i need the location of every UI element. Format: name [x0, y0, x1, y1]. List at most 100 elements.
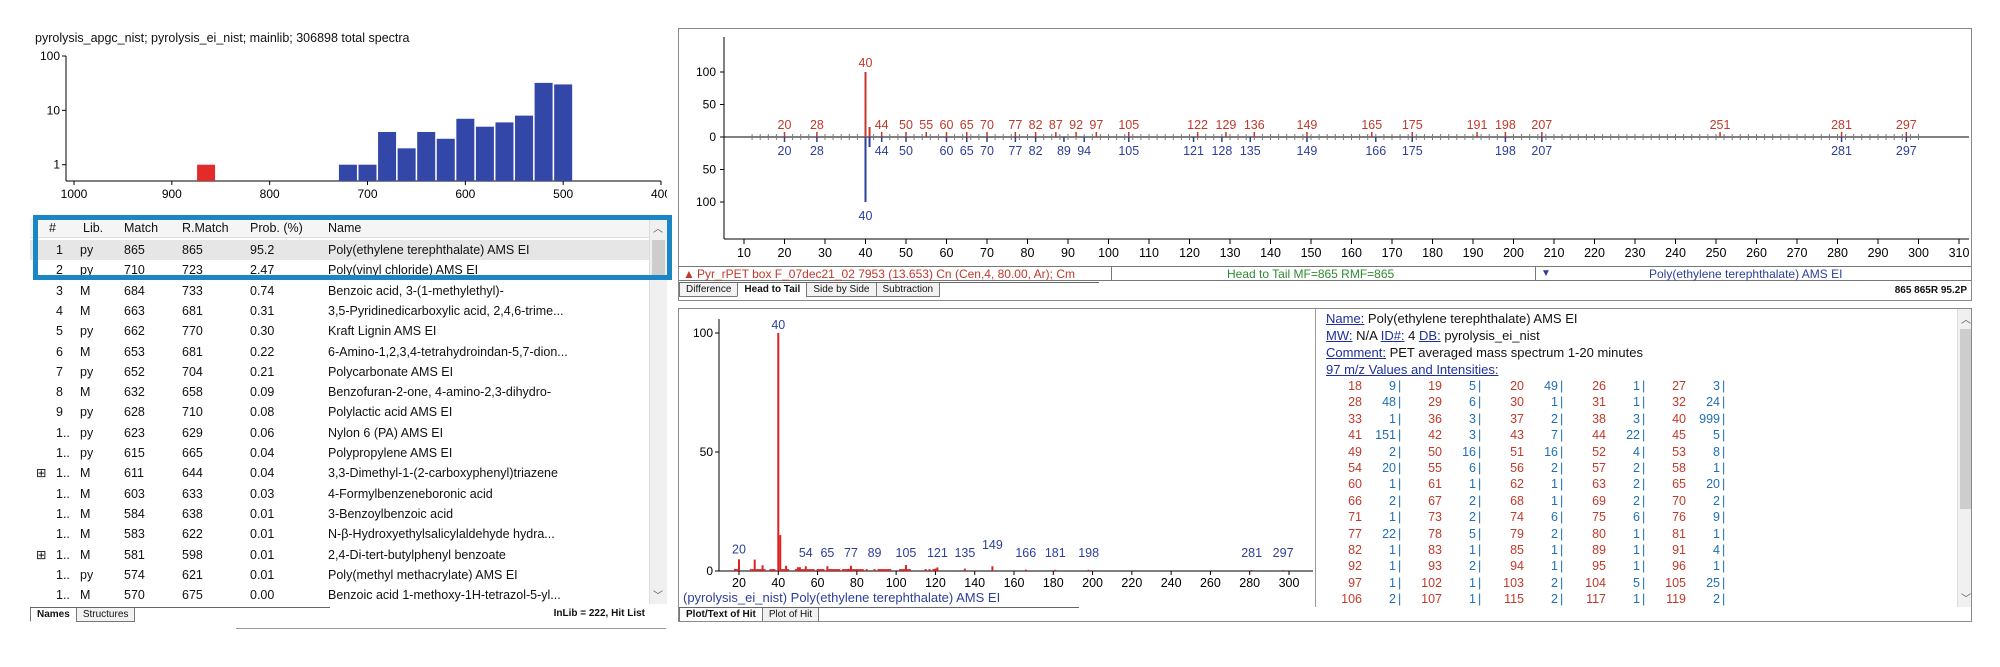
- intensity-value: 1: [1551, 477, 1558, 492]
- name-label: Name:: [1326, 311, 1365, 326]
- mz-value: 78: [1428, 526, 1442, 541]
- h2t-x-tick: 80: [1021, 246, 1035, 260]
- mz-value: 102: [1421, 575, 1442, 590]
- hit-list-scrollbar[interactable]: ︿ ﹀: [649, 218, 667, 604]
- hit-number: 1..: [56, 506, 70, 521]
- mz-value: 60: [1348, 477, 1362, 492]
- hit-probability: 0.04: [250, 466, 275, 481]
- hit-x-tick: 120: [925, 576, 946, 590]
- hit-library: M: [80, 527, 91, 542]
- hit-row[interactable]: 6 M 653 681 0.22 6-Amino-1,2,3,4-tetrahydroin…: [30, 342, 649, 362]
- hit-rmatch: 770: [182, 324, 203, 339]
- hit-row[interactable]: 9 py 628 710 0.08 Polylactic acid AMS EI: [30, 402, 649, 422]
- comment-label: Comment:: [1326, 345, 1386, 360]
- header-prob[interactable]: Prob. (%): [250, 221, 303, 235]
- tab-plot-text-of-hit[interactable]: Plot/Text of Hit: [679, 608, 763, 621]
- hit-row[interactable]: ⊞ 1.. M 611 644 0.04 3,3-Dimethyl-1-(2-carboxy…: [30, 463, 649, 483]
- tab-side-by-side[interactable]: Side by Side: [806, 283, 877, 297]
- intensity-value: 1: [1551, 493, 1558, 508]
- scroll-up-icon[interactable]: ︿: [1961, 315, 1971, 326]
- mz-value: 54: [1348, 461, 1362, 475]
- hit-probability: 0.22: [250, 344, 275, 359]
- hit-row[interactable]: 1.. py 615 665 0.04 Polypropylene AMS EI: [30, 443, 649, 463]
- column-separator: |: [1398, 477, 1402, 492]
- hit-row[interactable]: 8 M 632 658 0.09 Benzofuran-2-one, 4-amino-2,…: [30, 382, 649, 402]
- details-scrollbar[interactable]: ︿ ﹀: [1957, 309, 1971, 607]
- hit-row[interactable]: 1 py 865 865 95.2 Poly(ethylene terephthalate…: [30, 240, 649, 261]
- tab-names[interactable]: Names: [30, 608, 77, 622]
- column-separator: |: [1722, 493, 1726, 508]
- intensity-value: 6: [1633, 510, 1640, 525]
- hit-match: 583: [124, 527, 145, 542]
- hit-probability: 0.01: [250, 547, 275, 562]
- tab-plot-of-hit[interactable]: Plot of Hit: [761, 608, 820, 621]
- hit-name: Poly(ethylene terephthalate) AMS EI: [328, 243, 530, 257]
- scroll-down-icon[interactable]: ﹀: [653, 591, 663, 602]
- library-peak-label: 198: [1495, 144, 1516, 158]
- scroll-thumb[interactable]: [1960, 329, 1971, 509]
- hit-library: py: [80, 243, 94, 257]
- tab-head-to-tail[interactable]: Head to Tail: [737, 283, 808, 297]
- hit-match: 615: [124, 446, 145, 460]
- query-peak-label: 55: [919, 118, 933, 132]
- column-separator: |: [1560, 559, 1564, 574]
- hit-rmatch: 633: [182, 486, 203, 501]
- hit-row[interactable]: 2 py 710 723 2.47 Poly(vinyl chloride) AMS EI: [30, 260, 649, 280]
- hit-rmatch: 658: [182, 385, 203, 400]
- hit-row[interactable]: 1.. py 623 629 0.06 Nylon 6 (PA) AMS EI: [30, 423, 649, 443]
- hit-library: py: [80, 364, 94, 379]
- tab-difference[interactable]: Difference: [679, 283, 739, 297]
- column-separator: |: [1642, 592, 1646, 607]
- h2t-y-tick: 0: [709, 130, 716, 144]
- mz-value: 50: [1428, 444, 1442, 459]
- library-triangle-icon[interactable]: ▼: [1541, 268, 1551, 279]
- hit-row[interactable]: 7 py 652 704 0.21 Polycarbonate AMS EI: [30, 362, 649, 382]
- h2t-x-tick: 100: [1098, 246, 1119, 260]
- hit-row[interactable]: 1.. M 603 633 0.03 4-Formylbenzeneboronic aci…: [30, 484, 649, 504]
- query-peak-label: 175: [1402, 118, 1423, 132]
- hit-library: M: [80, 385, 91, 400]
- score-histogram-panel: pyrolysis_apgc_nist; pyrolysis_ei_nist; …: [30, 26, 667, 208]
- expand-icon[interactable]: ⊞: [36, 466, 47, 481]
- header-name[interactable]: Name: [328, 221, 362, 235]
- mz-value: 41: [1348, 428, 1362, 443]
- intensity-value: 5: [1469, 379, 1476, 393]
- query-peak-label: 82: [1029, 118, 1043, 132]
- hit-row[interactable]: 5 py 662 770 0.30 Kraft Lignin AMS EI: [30, 321, 649, 341]
- hit-probability: 0.03: [250, 486, 275, 501]
- h2t-x-tick: 240: [1665, 246, 1686, 260]
- hit-row[interactable]: ⊞ 1.. M 581 598 0.01 2,4-Di-tert-butylphenyl b…: [30, 545, 649, 565]
- mz-value: 51: [1510, 444, 1524, 459]
- hit-row[interactable]: 1.. M 570 675 0.00 Benzoic acid 1-methoxy-1H-…: [30, 585, 649, 605]
- hit-x-tick: 220: [1121, 576, 1142, 590]
- mz-value: 42: [1428, 428, 1442, 443]
- query-triangle-icon[interactable]: ▲: [683, 267, 695, 281]
- mw-value: N/A: [1356, 328, 1378, 343]
- tab-structures[interactable]: Structures: [75, 608, 136, 622]
- query-peak-label: 92: [1069, 118, 1083, 132]
- hit-row[interactable]: 1.. M 583 622 0.01 N-β-Hydroxyethylsalicylald…: [30, 524, 649, 544]
- header-match[interactable]: Match: [124, 221, 159, 235]
- hit-row[interactable]: 1.. py 574 621 0.01 Poly(methyl methacrylate)…: [30, 565, 649, 585]
- h2t-x-tick: 210: [1544, 246, 1565, 260]
- header-rmatch[interactable]: R.Match: [182, 221, 229, 235]
- expand-icon[interactable]: ⊞: [36, 547, 47, 562]
- h2t-x-tick: 200: [1503, 246, 1524, 260]
- hit-library: py: [80, 567, 94, 582]
- column-separator: |: [1722, 559, 1726, 574]
- tab-subtraction[interactable]: Subtraction: [875, 283, 941, 297]
- h2t-x-tick: 270: [1787, 246, 1808, 260]
- hit-row[interactable]: 1.. M 584 638 0.01 3-Benzoylbenzoic acid: [30, 504, 649, 524]
- hit-row[interactable]: 4 M 663 681 0.31 3,5-Pyridinedicarboxylic aci…: [30, 301, 649, 321]
- intensity-value: 7: [1551, 428, 1558, 443]
- header-lib[interactable]: Lib.: [83, 221, 104, 235]
- query-peak-label: 207: [1531, 118, 1552, 132]
- header-num[interactable]: #: [49, 221, 56, 235]
- hit-row[interactable]: 3 M 684 733 0.74 Benzoic acid, 3-(1-methyleth…: [30, 281, 649, 301]
- scroll-thumb[interactable]: [652, 240, 665, 280]
- scroll-down-icon[interactable]: ﹀: [1961, 594, 1971, 605]
- scroll-up-icon[interactable]: ︿: [653, 224, 663, 235]
- query-peak-label: 97: [1089, 118, 1103, 132]
- hit-view-tabs: Plot/Text of Hit Plot of Hit: [679, 607, 1079, 621]
- query-peak-label: 191: [1467, 118, 1488, 132]
